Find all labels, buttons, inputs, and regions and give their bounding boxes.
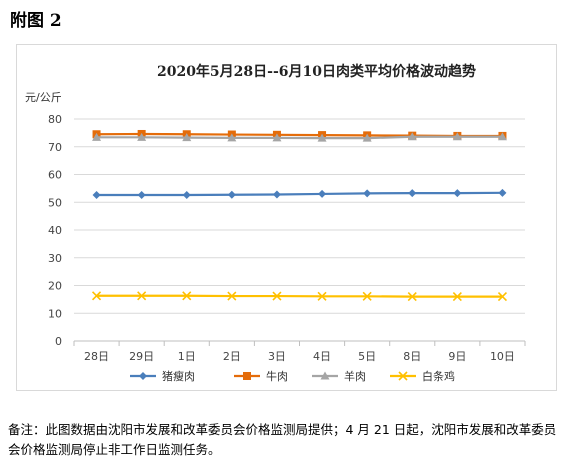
- data-point: [317, 133, 327, 142]
- data-point: [137, 191, 146, 200]
- data-point: [362, 133, 372, 142]
- series-line: [96, 132, 503, 138]
- data-point: [452, 132, 462, 141]
- data-point: [227, 291, 237, 301]
- data-point: [408, 189, 417, 198]
- data-point: [317, 291, 327, 301]
- series-line: [96, 135, 503, 140]
- legend-label: 白条鸡: [422, 369, 455, 383]
- data-point: [318, 189, 327, 198]
- data-point: [272, 190, 281, 199]
- data-point: [363, 189, 372, 198]
- x-tick-label: 10日: [490, 350, 515, 363]
- x-tick-label: 2日: [223, 350, 241, 363]
- y-tick-label: 70: [48, 141, 62, 154]
- y-tick-label: 20: [48, 280, 62, 293]
- footnote: 备注：此图数据由沈阳市发展和改革委员会价格监测局提供；4 月 21 日起，沈阳市…: [8, 422, 557, 457]
- data-point: [91, 291, 102, 301]
- y-tick-label: 30: [48, 252, 62, 265]
- y-tick-label: 10: [48, 307, 62, 320]
- x-tick-label: 5日: [358, 350, 376, 363]
- x-tick-label: 9日: [448, 350, 466, 363]
- series-line: [96, 191, 503, 197]
- page-heading: 附图 2: [10, 11, 62, 31]
- y-tick-label: 40: [48, 224, 62, 237]
- legend-marker: [320, 371, 330, 380]
- data-point: [227, 190, 236, 199]
- y-tick-label: 0: [55, 335, 62, 348]
- x-tick-label: 4日: [313, 350, 331, 363]
- data-point: [92, 132, 102, 141]
- x-tick-label: 29日: [129, 350, 154, 363]
- data-point: [92, 191, 101, 200]
- data-point: [453, 189, 462, 198]
- y-tick-label: 50: [48, 196, 62, 209]
- legend-label: 羊肉: [344, 369, 366, 383]
- data-point: [497, 292, 508, 302]
- data-point: [452, 292, 462, 302]
- y-axis-unit-label: 元/公斤: [25, 91, 62, 104]
- data-point: [137, 132, 147, 141]
- y-tick-label: 80: [48, 113, 62, 126]
- data-point: [182, 133, 192, 142]
- legend-label: 猪瘦肉: [162, 369, 195, 383]
- data-point: [137, 291, 147, 301]
- y-tick-label: 60: [48, 169, 62, 182]
- data-point: [272, 291, 282, 301]
- data-point: [362, 291, 372, 301]
- data-point: [227, 133, 237, 142]
- data-point: [407, 132, 417, 141]
- legend-marker: [398, 371, 408, 381]
- x-tick-label: 3日: [268, 350, 286, 363]
- legend-label: 牛肉: [266, 369, 288, 383]
- chart-title: 2020年5月28日--6月10日肉类平均价格波动趋势: [156, 64, 477, 80]
- x-tick-label: 28日: [84, 350, 109, 363]
- chart-container: 2020年5月28日--6月10日肉类平均价格波动趋势 元/公斤 0 10 20 30…: [16, 44, 557, 391]
- series-line: [96, 294, 503, 298]
- legend-marker: [139, 372, 147, 380]
- data-point: [182, 291, 192, 301]
- x-tick-label: 1日: [178, 350, 196, 363]
- data-point: [272, 133, 282, 142]
- data-point: [182, 191, 191, 200]
- data-point: [407, 292, 417, 302]
- x-tick-label: 8日: [403, 350, 421, 363]
- data-point: [497, 132, 507, 141]
- line-chart-plot: 0 10 20 30 40 50 60 70 80 28日 29日 1日 2日 3日 4日 5日 8日 9日 10日…: [48, 113, 526, 383]
- data-point: [498, 188, 507, 197]
- legend-marker: [243, 372, 251, 380]
